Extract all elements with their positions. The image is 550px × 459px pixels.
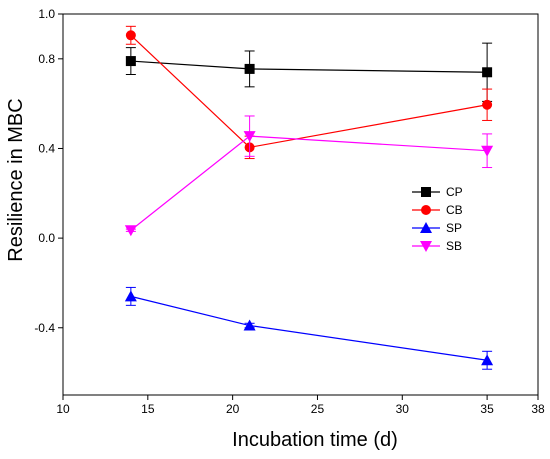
data-point-cb bbox=[125, 30, 136, 41]
y-tick-label: 0.8 bbox=[38, 52, 55, 66]
x-tick-label: 35 bbox=[480, 402, 494, 416]
y-tick-label: 1.0 bbox=[38, 7, 55, 21]
y-tick-label: 0.0 bbox=[38, 231, 55, 245]
x-tick-label: 38 bbox=[531, 402, 545, 416]
data-point-cp bbox=[244, 63, 255, 74]
x-tick-label: 15 bbox=[141, 402, 155, 416]
data-point-sp bbox=[243, 319, 256, 331]
data-point-sb bbox=[243, 131, 256, 143]
y-tick-label: -0.4 bbox=[34, 321, 55, 335]
data-point-sb bbox=[124, 225, 137, 237]
legend-label-sb: SB bbox=[446, 239, 462, 253]
series-sp bbox=[124, 286, 494, 370]
x-tick-label: 20 bbox=[226, 402, 240, 416]
legend-item-cp: CP bbox=[412, 185, 463, 199]
data-point-sb bbox=[481, 145, 494, 157]
legend-item-cb: CB bbox=[412, 203, 463, 217]
data-point-cp bbox=[482, 67, 493, 78]
legend-marker-cb bbox=[421, 205, 431, 215]
x-axis-title: Incubation time (d) bbox=[232, 429, 398, 451]
series-sb bbox=[124, 115, 494, 237]
legend-item-sp: SP bbox=[412, 221, 462, 235]
y-axis: 1.0 0.8 0.4 0.0 -0.4 bbox=[34, 7, 63, 335]
legend-marker-sp bbox=[420, 222, 432, 233]
legend-marker-cp bbox=[421, 187, 431, 197]
data-point-sp bbox=[124, 290, 137, 302]
legend-item-sb: SB bbox=[412, 239, 462, 253]
data-point-cp bbox=[125, 56, 136, 67]
y-tick-label: 0.4 bbox=[38, 141, 55, 155]
data-point-cb bbox=[482, 99, 493, 110]
legend-label-cb: CB bbox=[446, 203, 463, 217]
series-layer bbox=[124, 25, 494, 370]
plot-frame bbox=[62, 13, 539, 396]
x-axis: 10 15 20 25 30 35 38 bbox=[56, 395, 545, 416]
series-cp bbox=[125, 42, 493, 102]
series-cb bbox=[125, 25, 493, 160]
x-tick-label: 25 bbox=[311, 402, 325, 416]
x-tick-label: 10 bbox=[56, 402, 70, 416]
plot-area bbox=[62, 13, 539, 396]
y-axis-title: Resilience in MBC bbox=[5, 98, 27, 261]
legend-marker-sb bbox=[420, 241, 432, 252]
data-point-sp bbox=[481, 354, 494, 366]
x-tick-label: 30 bbox=[396, 402, 410, 416]
series-line-cb bbox=[130, 34, 488, 148]
legend: CP CB SP SB bbox=[412, 185, 463, 253]
legend-label-sp: SP bbox=[446, 221, 462, 235]
series-line-cp bbox=[130, 60, 488, 73]
series-line-sp bbox=[130, 295, 488, 361]
legend-label-cp: CP bbox=[446, 185, 463, 199]
series-line-sb bbox=[130, 135, 488, 231]
